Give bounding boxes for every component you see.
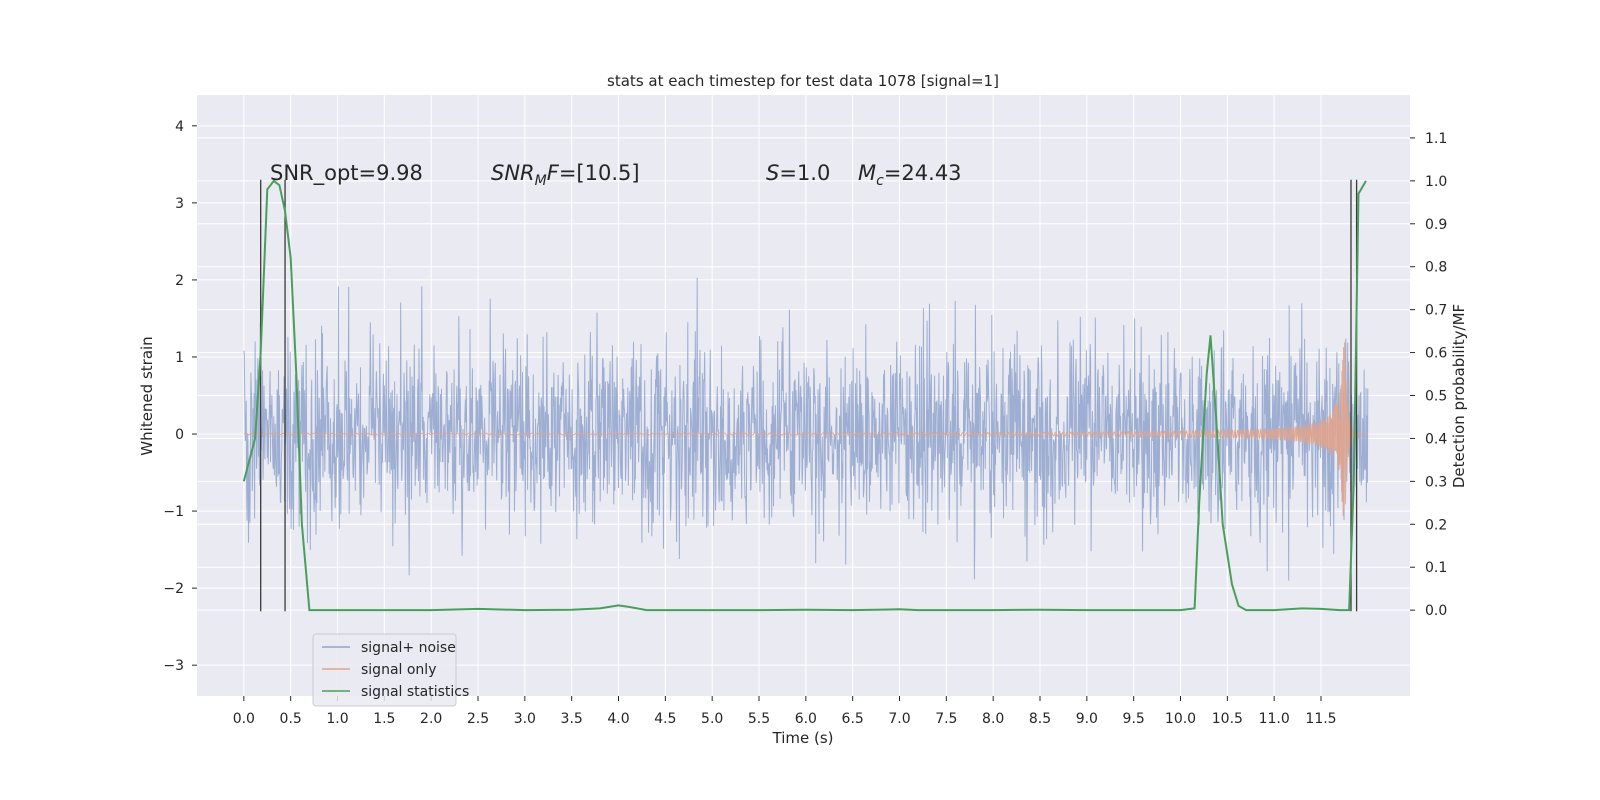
y2-tick-label: 0.2 [1425,517,1447,533]
y2-tick-label: 0.3 [1425,474,1447,490]
annotation-snr-opt: SNR_opt=9.98 [270,161,423,186]
y-tick-label: 4 [175,119,184,135]
x-tick-label: 0.0 [233,711,255,727]
y2-tick-label: 1.0 [1425,174,1447,190]
y2-tick-label: 0.5 [1425,389,1447,405]
y2-tick-label: 0.9 [1425,217,1447,233]
series-line-signal-statistics [242,179,1367,612]
signal-only-series [243,342,1368,516]
x-tick-label: 11.0 [1259,711,1290,727]
x-axis-ticks: 0.0 0.5 1.0 1.5 2.0 2.5 3.0 3.5 4.0 4.5 5.0 5.5 6.0 6… [233,696,1337,727]
y2-tick-label: 0.0 [1425,603,1447,619]
x-tick-label: 1.0 [326,711,348,727]
x-tick-label: 11.5 [1305,711,1336,727]
y2-tick-label: 0.8 [1425,260,1447,276]
annotation-mc-name: M [858,161,876,185]
y-tick-label: −3 [163,658,184,674]
y-axis-ticks: 4 3 2 1 0 −1 −2 −3 [163,119,197,674]
y-tick-label: 3 [175,196,184,212]
annotation-s-value: =1.0 [779,161,830,185]
x-tick-label: 4.5 [654,711,676,727]
annotation-mc-sub: c [876,173,884,189]
x-tick-label: 2.0 [420,711,442,727]
y2-tick-label: 0.6 [1425,346,1447,362]
signal-noise-series [243,277,1369,581]
series-line-signal-noise [243,277,1369,581]
annotation-mc: Mc=24.43 [858,161,962,189]
x-tick-label: 6.0 [795,711,817,727]
y2-tick-label: 1.1 [1425,131,1447,147]
legend-label-signal-only: signal only [361,662,436,678]
legend: signal+ noise signal only signal statist… [312,633,469,707]
x-tick-label: 3.5 [561,711,583,727]
y-tick-label: 2 [175,273,184,289]
x-tick-label: 0.5 [280,711,302,727]
annotation-mc-value: =24.43 [884,161,962,185]
annotations: SNR_opt=9.98 SNRMF=[10.5] S=1.0 Mc=24.43 [270,161,962,189]
x-tick-label: 7.5 [935,711,957,727]
annotation-snr-mf-name: SNR [491,161,535,185]
annotation-snr-mf-name2: F [547,161,560,185]
y2-tick-label: 0.4 [1425,431,1447,447]
y2-tick-label: 0.1 [1425,560,1447,576]
annotation-s: S=1.0 [766,161,830,185]
x-tick-label: 10.0 [1165,711,1196,727]
annotation-s-name: S [766,161,779,185]
y2-axis-title: Detection probability/MF [1450,304,1468,488]
y-axis-title: Whitened strain [138,336,156,455]
y-tick-label: −1 [163,504,184,520]
x-axis-title: Time (s) [772,729,834,747]
x-tick-label: 2.5 [467,711,489,727]
legend-label-signal-statistics: signal statistics [361,684,469,700]
y2-tick-label: 0.7 [1425,303,1447,319]
annotation-snr-mf-sub: M [535,173,547,189]
x-tick-label: 9.5 [1123,711,1145,727]
y-tick-label: 1 [175,350,184,366]
annotation-snr-mf-value: =[10.5] [559,161,640,185]
x-tick-label: 3.0 [514,711,536,727]
x-tick-label: 6.5 [842,711,864,727]
x-tick-label: 9.0 [1076,711,1098,727]
series-line-signal-only [243,342,1368,516]
chart-title: stats at each timestep for test data 107… [607,72,999,90]
x-tick-label: 1.5 [373,711,395,727]
x-tick-label: 8.5 [1029,711,1051,727]
y-tick-label: −2 [163,581,184,597]
x-tick-label: 7.0 [888,711,910,727]
y-tick-label: 0 [175,427,184,443]
legend-label-signal-noise: signal+ noise [361,640,456,656]
x-tick-label: 5.5 [748,711,770,727]
annotation-snr-mf: SNRMF=[10.5] [491,161,640,189]
x-tick-label: 10.5 [1212,711,1243,727]
y2-axis-ticks: 1.1 1.0 0.9 0.8 0.7 0.6 0.5 0.4 0.3 0.2 0.1 0.0 [1410,131,1447,619]
x-tick-label: 8.0 [982,711,1004,727]
x-tick-label: 5.0 [701,711,723,727]
x-tick-label: 4.0 [607,711,629,727]
legend-box [312,633,457,707]
signal-statistics-series [242,179,1367,612]
